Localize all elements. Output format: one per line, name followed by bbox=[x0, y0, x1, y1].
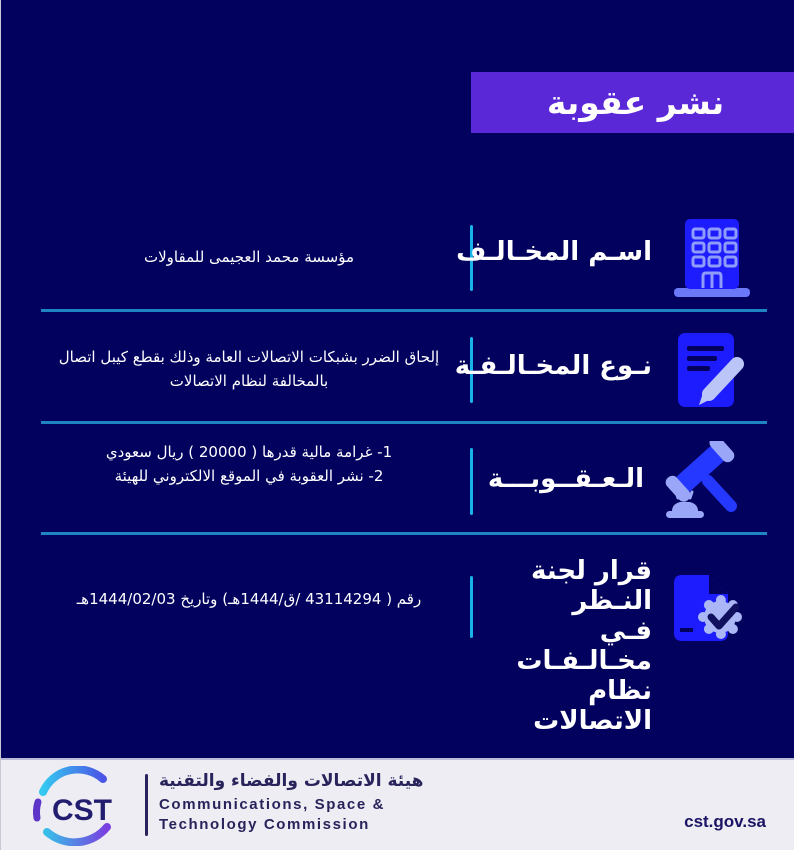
org-name-english-line2: Technology Commission bbox=[159, 816, 370, 833]
horizontal-divider bbox=[41, 309, 767, 312]
violator-name-value: مؤسسة محمد العجيمى للمقاولات bbox=[144, 248, 354, 266]
section-accent-bar bbox=[470, 225, 473, 291]
banner-title: نشر عقوبة bbox=[546, 83, 725, 122]
cst-logo-text: CST bbox=[52, 794, 112, 827]
stamped-decision-icon bbox=[660, 571, 752, 657]
penalty-line-2: 2- نشر العقوبة في الموقع الالكتروني للهي… bbox=[114, 467, 384, 485]
violator-name-label: اسـم المخـالـف bbox=[456, 237, 652, 267]
website-link[interactable]: cst.gov.sa bbox=[684, 812, 766, 831]
section-accent-bar bbox=[470, 576, 473, 638]
org-name-english-line1: Communications, Space & bbox=[159, 796, 386, 813]
decision-label: قرار لجنة النـظر فـي مخـالـفـات نظام الا… bbox=[483, 556, 652, 736]
violation-type-value: إلحاق الضرر بشبكات الاتصالات العامة وذلك… bbox=[58, 348, 440, 390]
org-name-arabic: هيئة الاتصالات والفضاء والتقنية bbox=[159, 771, 424, 791]
penalty-label: الـعـقــوبـــة bbox=[487, 464, 644, 494]
horizontal-divider bbox=[41, 421, 767, 424]
decision-number-value: رقم ( 43114294 /ق/1444هـ) وتاريخ 1444/02… bbox=[76, 590, 422, 608]
penalty-value: 1- غرامة مالية قدرها ( 20000 ) ريال سعود… bbox=[34, 440, 464, 488]
banner: نشر عقوبة bbox=[471, 72, 794, 133]
decision-label-line-1: قرار لجنة النـظر bbox=[530, 556, 652, 616]
cst-logo: CST bbox=[29, 765, 139, 850]
document-pen-icon bbox=[662, 331, 754, 417]
horizontal-divider bbox=[41, 532, 767, 535]
section-accent-bar bbox=[470, 448, 473, 515]
penalty-line-1: 1- غرامة مالية قدرها ( 20000 ) ريال سعود… bbox=[105, 443, 393, 461]
decision-label-line-2: فـي مخـالـفـات bbox=[516, 616, 652, 676]
gavel-icon bbox=[658, 436, 746, 525]
footer: CST هيئة الاتصالات والفضاء والتقنية Comm… bbox=[1, 758, 794, 850]
section-accent-bar bbox=[470, 337, 473, 403]
decision-label-line-3: نظام الاتصالات bbox=[533, 676, 652, 736]
building-icon bbox=[672, 216, 752, 302]
footer-logo-divider bbox=[145, 774, 148, 836]
violation-type-label: نـوع المخـالـفـة bbox=[454, 351, 652, 381]
